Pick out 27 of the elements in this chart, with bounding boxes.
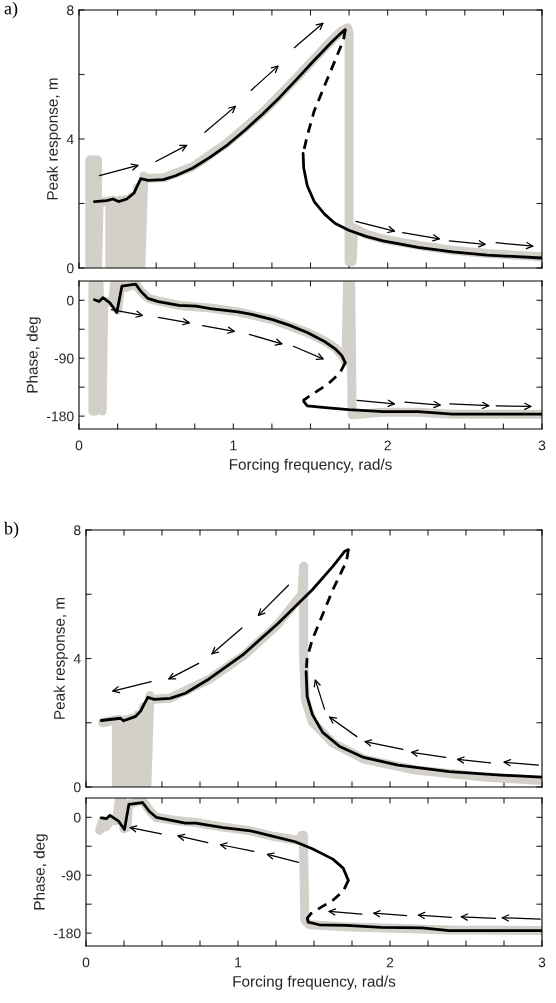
x-tick-label: 1 [230,440,237,451]
x-tick-label: 2 [386,957,394,968]
x-tick-label: 3 [538,440,546,451]
y-axis-title: Phase, deg [26,317,41,393]
y-axis-title: Peak response, m [53,597,68,719]
x-tick-label: 3 [538,957,546,968]
y-tick-label: -180 [53,928,81,939]
x-tick-label: 0 [82,957,90,968]
x-tick-label: 1 [235,957,242,968]
y-tick-label: 8 [67,5,74,16]
y-tick-label: 0 [73,782,81,793]
y-tick-label: 8 [74,525,81,536]
y-tick-label: 0 [66,263,74,274]
y-tick-label: -180 [46,411,74,422]
x-tick-label: 2 [384,440,391,451]
chart-title: b) [4,521,19,539]
y-tick-label: 4 [73,653,81,664]
chart-title: a) [4,1,18,19]
y-tick-label: 0 [66,295,74,306]
y-tick-label: -90 [61,870,81,881]
y-axis-title: Peak response, m [46,78,61,200]
x-axis-title: Forcing frequency, rad/s [229,458,392,473]
y-tick-label: -90 [54,353,74,364]
x-axis-title: Forcing frequency, rad/s [233,975,396,990]
y-tick-label: 4 [66,134,74,145]
y-tick-label: 0 [73,812,81,823]
y-axis-title: Phase, deg [33,834,48,910]
